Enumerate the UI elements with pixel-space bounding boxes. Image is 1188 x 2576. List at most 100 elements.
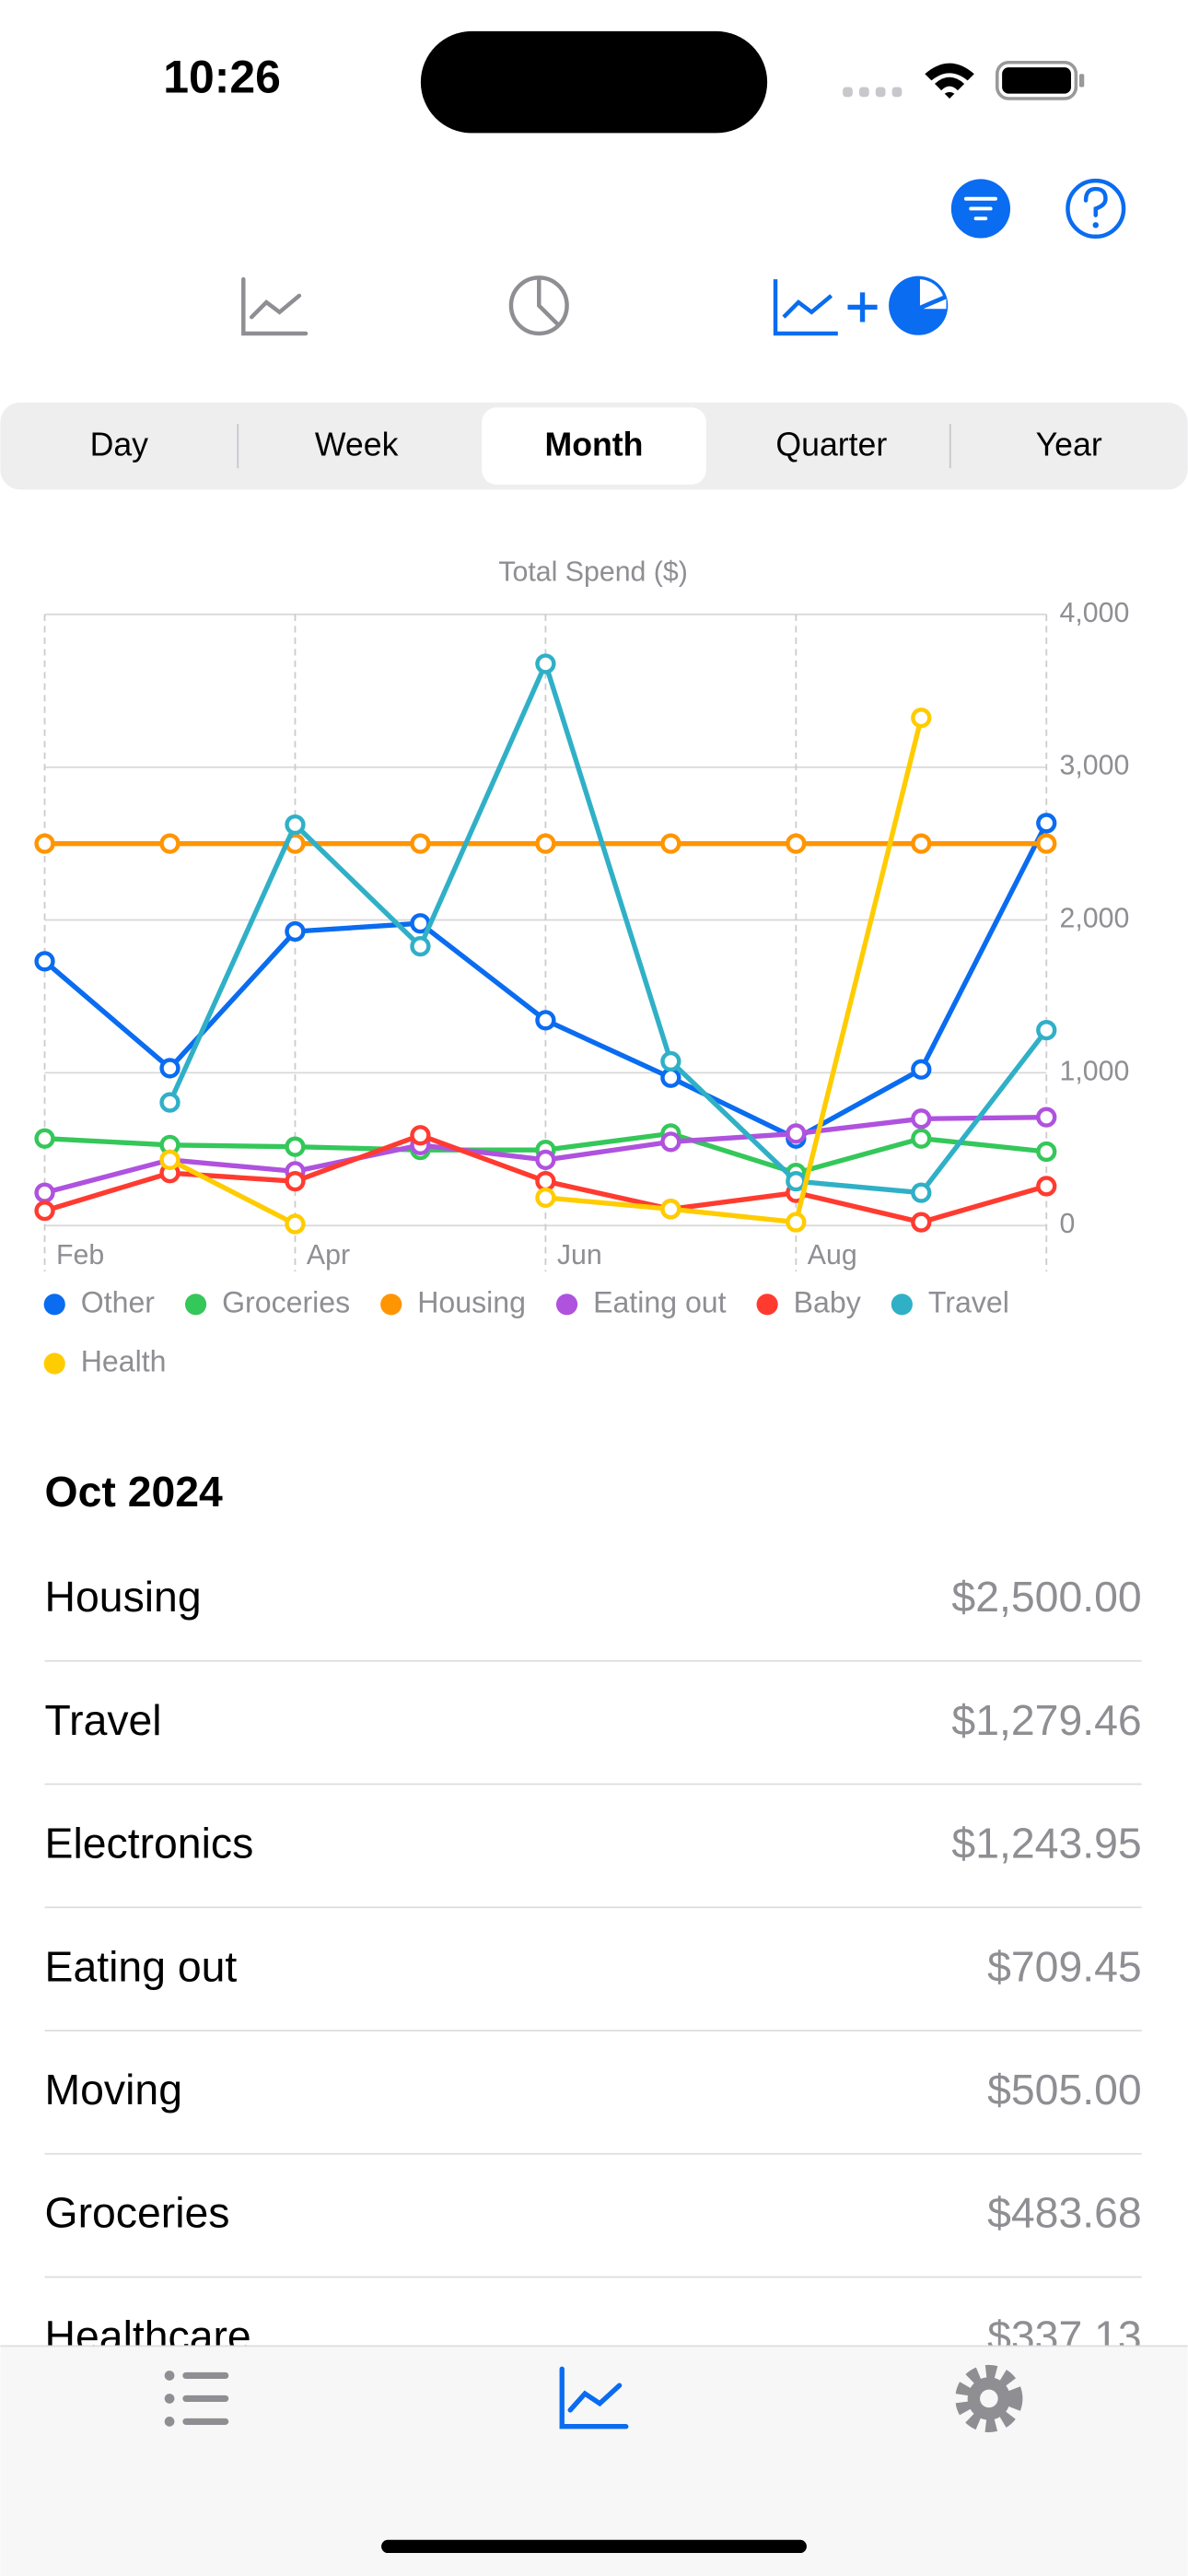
segment-option[interactable]: Quarter: [775, 426, 887, 463]
data-point: [660, 1050, 681, 1072]
row-name: Moving: [45, 2066, 182, 2113]
segment-selected: [482, 407, 706, 486]
legend-label: Eating out: [593, 1285, 727, 1318]
data-point: [535, 833, 556, 854]
data-point: [535, 1010, 556, 1031]
data-point: [535, 1171, 556, 1192]
data-point: [285, 814, 306, 836]
filter-button[interactable]: [950, 179, 1011, 239]
data-point: [1036, 1176, 1057, 1197]
data-point: [34, 1200, 55, 1222]
data-point: [410, 833, 431, 854]
list-row[interactable]: [0, 2155, 1188, 2279]
row-name: Travel: [45, 1696, 162, 1744]
data-point: [911, 1059, 932, 1080]
data-point: [911, 708, 932, 729]
series-line: [169, 1157, 297, 1226]
section-title: Oct 2024: [45, 1468, 224, 1516]
y-tick-label: 4,000: [1060, 598, 1130, 628]
row-amount: $505.00: [987, 2066, 1142, 2113]
pie-chart-view-button[interactable]: [508, 275, 569, 336]
data-point: [535, 1187, 556, 1209]
status-time: 10:26: [163, 52, 281, 103]
tab-settings[interactable]: [955, 2364, 1023, 2432]
data-point: [660, 833, 681, 854]
y-tick-label: 0: [1060, 1209, 1076, 1239]
segment-option[interactable]: Month: [545, 426, 644, 463]
data-point: [285, 1171, 306, 1192]
row-name: Electronics: [45, 1820, 254, 1868]
legend-label: Travel: [928, 1285, 1009, 1318]
data-point: [410, 1125, 431, 1146]
data-point: [786, 1123, 807, 1144]
data-point: [34, 1128, 55, 1149]
status-icons: [843, 60, 1085, 100]
data-point: [159, 1092, 181, 1113]
line-chart-view-button[interactable]: [241, 276, 309, 336]
segment-option[interactable]: Year: [1036, 426, 1102, 463]
data-point: [660, 1131, 681, 1153]
list-row[interactable]: [0, 2032, 1188, 2156]
y-tick-label: 2,000: [1060, 904, 1130, 934]
row-amount: $709.45: [987, 1942, 1142, 1990]
x-tick-label: Apr: [307, 1240, 350, 1270]
data-point: [535, 1149, 556, 1171]
row-amount: $483.68: [987, 2189, 1142, 2237]
data-point: [1036, 833, 1057, 854]
data-point: [786, 833, 807, 854]
segment-option[interactable]: Week: [315, 426, 399, 463]
help-button[interactable]: [1066, 178, 1126, 240]
list-row[interactable]: [0, 1539, 1188, 1663]
y-tick-label: 1,000: [1060, 1056, 1130, 1086]
x-tick-label: Jun: [557, 1240, 602, 1270]
data-point: [285, 1213, 306, 1235]
data-point: [911, 1182, 932, 1203]
list-row[interactable]: [0, 1662, 1188, 1786]
data-point: [660, 1067, 681, 1088]
legend-label: Other: [81, 1285, 156, 1318]
data-point: [535, 653, 556, 674]
data-point: [34, 1182, 55, 1203]
data-point: [1036, 1141, 1057, 1163]
row-amount: $1,279.46: [951, 1696, 1141, 1744]
data-point: [911, 1128, 932, 1149]
legend-label: Housing: [417, 1285, 526, 1318]
segment-option[interactable]: Day: [90, 426, 149, 463]
data-point: [159, 1058, 181, 1079]
series-line: [168, 661, 1049, 1196]
legend-swatch: [43, 1294, 65, 1316]
legend-label: Baby: [794, 1285, 861, 1318]
data-point: [410, 935, 431, 957]
legend-swatch: [380, 1294, 402, 1316]
row-name: Eating out: [45, 1942, 238, 1990]
list-row[interactable]: [0, 1786, 1188, 1910]
row-amount: $1,243.95: [951, 1820, 1141, 1868]
data-point: [660, 1199, 681, 1220]
row-name: Housing: [45, 1573, 202, 1621]
tab-list[interactable]: [164, 2371, 229, 2427]
data-point: [1036, 813, 1057, 834]
x-tick-label: Feb: [56, 1240, 104, 1270]
data-point: [285, 1136, 306, 1157]
tab-charts[interactable]: [559, 2366, 629, 2430]
legend-swatch: [891, 1294, 913, 1316]
x-tick-label: Aug: [808, 1240, 857, 1270]
data-point: [34, 833, 55, 854]
y-tick-label: 3,000: [1060, 751, 1130, 781]
data-point: [911, 1108, 932, 1130]
combined-view-button[interactable]: [773, 275, 949, 336]
legend-label: Health: [81, 1345, 167, 1378]
home-indicator: [381, 2539, 807, 2554]
data-point: [159, 1149, 181, 1171]
dynamic-island: [420, 30, 768, 134]
legend-swatch: [756, 1294, 778, 1316]
legend-label: Groceries: [222, 1285, 350, 1318]
data-point: [911, 1212, 932, 1233]
data-point: [786, 1212, 807, 1233]
chart-title: Total Spend ($): [498, 556, 687, 587]
list-row[interactable]: [0, 1909, 1188, 2032]
data-point: [911, 833, 932, 854]
legend-swatch: [43, 1352, 65, 1375]
data-point: [285, 920, 306, 943]
